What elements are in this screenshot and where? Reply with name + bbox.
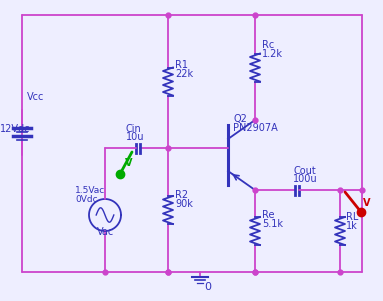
Text: 90k: 90k bbox=[175, 199, 193, 209]
Text: 1.2k: 1.2k bbox=[262, 49, 283, 59]
Text: 12Vdc: 12Vdc bbox=[0, 124, 31, 134]
Text: Re: Re bbox=[262, 210, 275, 220]
Text: V: V bbox=[363, 198, 370, 208]
Text: PN2907A: PN2907A bbox=[233, 123, 278, 133]
Text: V: V bbox=[125, 158, 133, 168]
Text: R2: R2 bbox=[175, 190, 188, 200]
Text: Vac: Vac bbox=[97, 227, 114, 237]
Text: Cout: Cout bbox=[293, 166, 316, 176]
Text: Cin: Cin bbox=[126, 124, 142, 134]
Text: 0Vdc: 0Vdc bbox=[75, 195, 98, 204]
Text: 5.1k: 5.1k bbox=[262, 219, 283, 229]
Text: R1: R1 bbox=[175, 60, 188, 70]
Text: 100u: 100u bbox=[293, 174, 318, 184]
Text: Vcc: Vcc bbox=[27, 92, 44, 102]
Text: 10u: 10u bbox=[126, 132, 144, 142]
Text: RL: RL bbox=[346, 212, 358, 222]
Text: 0: 0 bbox=[204, 282, 211, 292]
Text: 1k: 1k bbox=[346, 221, 358, 231]
Text: Rc: Rc bbox=[262, 40, 274, 50]
Text: 1.5Vac: 1.5Vac bbox=[75, 186, 105, 195]
Text: Q2: Q2 bbox=[233, 114, 247, 124]
Text: 22k: 22k bbox=[175, 69, 193, 79]
